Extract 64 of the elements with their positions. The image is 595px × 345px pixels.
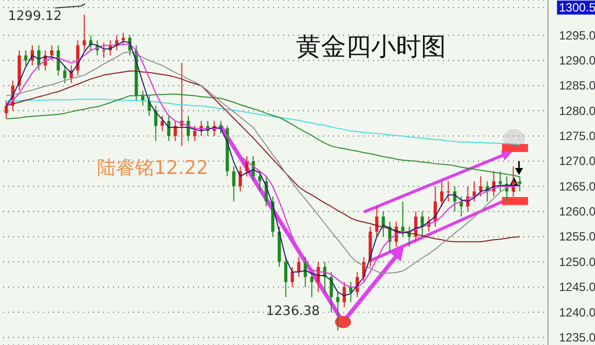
candlestick xyxy=(193,125,196,142)
y-tick-label: 1240.0 xyxy=(559,305,595,320)
candlestick xyxy=(382,211,385,238)
candlestick xyxy=(446,180,450,202)
annotation: 陆睿铭12.22 xyxy=(97,156,208,181)
candlestick xyxy=(336,292,340,331)
candlestick xyxy=(375,206,378,238)
candlestick xyxy=(453,186,456,212)
candlestick xyxy=(401,200,404,238)
y-tick-label: 1280.0 xyxy=(559,104,595,118)
candlestick xyxy=(518,176,522,192)
candlestick xyxy=(82,14,86,51)
y-tick-label: 1290.0 xyxy=(559,53,595,68)
annotation: 1236.38 xyxy=(266,304,320,319)
y-tick-label: 1245.0 xyxy=(559,280,595,294)
candlestick xyxy=(30,44,34,66)
y-tick-label: 1270.0 xyxy=(559,154,595,168)
candlestick xyxy=(70,64,73,84)
y-tick-label: 1295.0 xyxy=(559,28,595,42)
y-tick-label: 1300.5 xyxy=(559,0,595,15)
candlestick xyxy=(245,156,248,177)
candlestick xyxy=(102,42,106,58)
line-series xyxy=(6,70,520,242)
candlestick xyxy=(50,44,54,61)
candlestick xyxy=(141,90,144,106)
y-tick-label: 1265.0 xyxy=(559,179,595,194)
candlestick xyxy=(174,120,177,142)
candlestick xyxy=(122,32,125,46)
candlestick xyxy=(4,100,8,119)
candlestick xyxy=(472,180,476,202)
candlestick xyxy=(24,50,28,66)
y-tick-label: 1285.0 xyxy=(559,78,595,93)
candlestick xyxy=(440,180,444,207)
candlestick xyxy=(479,176,482,197)
candlestick xyxy=(167,115,170,142)
candlestick xyxy=(316,261,320,293)
candlestick xyxy=(154,105,158,142)
candlestick xyxy=(342,282,346,308)
candlestick xyxy=(219,120,222,134)
candlestick xyxy=(232,166,236,202)
candlestick xyxy=(290,266,294,288)
candlestick xyxy=(434,186,437,228)
candlestick xyxy=(160,115,164,132)
annotation: 1299.12 xyxy=(8,9,62,24)
y-tick-label: 1255.0 xyxy=(559,230,595,244)
candlestick xyxy=(310,271,314,298)
line-series xyxy=(6,94,520,178)
candlestick xyxy=(264,176,268,207)
candlestick xyxy=(63,64,66,84)
candlestick xyxy=(56,44,60,76)
y-tick-label: 1235.0 xyxy=(559,330,595,344)
candlestick xyxy=(304,256,307,288)
text: 黄金四小时图 xyxy=(296,31,446,63)
candlestick xyxy=(330,271,333,313)
y-tick-label: 1250.0 xyxy=(559,254,595,269)
candlestick xyxy=(498,170,502,192)
candlestick xyxy=(37,44,40,72)
y-tick-label: 1260.0 xyxy=(559,204,595,219)
y-tick-label: 1275.0 xyxy=(559,128,595,143)
candlestick xyxy=(284,256,288,298)
candlestick xyxy=(349,282,352,303)
candlestick xyxy=(460,196,463,218)
candlestick xyxy=(420,211,424,238)
candlestick xyxy=(297,256,300,278)
